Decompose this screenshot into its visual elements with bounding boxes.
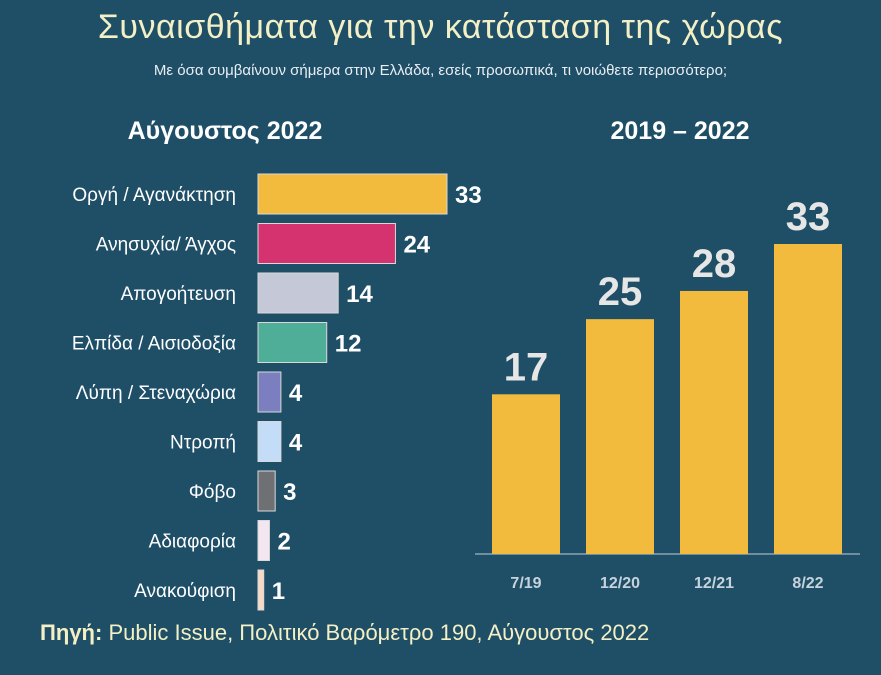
category-label: Οργή / Αγανάκτηση	[72, 185, 236, 206]
x-tick-label: 8/22	[792, 575, 823, 592]
bar	[257, 520, 270, 561]
chart-title: Συναισθήματα για την κατάσταση της χώρας	[97, 8, 784, 46]
bar	[257, 322, 328, 363]
data-label: 33	[786, 195, 831, 239]
right-chart-title: 2019 – 2022	[610, 117, 750, 145]
data-label: 12	[335, 331, 362, 358]
bar	[257, 371, 282, 413]
data-label: 2	[277, 529, 290, 556]
bar	[257, 173, 448, 215]
x-tick-label: 12/20	[600, 575, 640, 592]
bar	[257, 421, 282, 462]
data-label: 14	[346, 281, 373, 308]
data-label: 25	[598, 270, 643, 314]
category-label: Φόβο	[189, 482, 236, 503]
category-label: Απογοήτευση	[121, 284, 236, 305]
left-chart-title: Αύγουστος 2022	[127, 117, 323, 145]
x-tick-label: 7/19	[510, 575, 541, 592]
category-label: Αδιαφορία	[149, 532, 236, 553]
data-label: 4	[289, 380, 303, 407]
chart-subtitle: Με όσα συμβαίνουν σήμερα στην Ελλάδα, εσ…	[153, 62, 728, 79]
bar	[257, 470, 276, 512]
data-label: 1	[272, 578, 285, 605]
bar	[586, 319, 654, 554]
bar	[492, 394, 560, 554]
x-tick-label: 12/21	[694, 575, 734, 592]
category-label: Ντροπή	[170, 433, 236, 454]
data-label: 24	[403, 232, 430, 259]
data-label: 3	[283, 479, 296, 506]
source-label: Πηγή:	[40, 620, 103, 645]
bar	[680, 290, 748, 554]
bar	[774, 244, 842, 554]
bar	[257, 223, 396, 264]
data-label: 4	[289, 430, 303, 457]
data-label: 28	[692, 242, 737, 286]
bar	[257, 569, 265, 611]
data-label: 33	[455, 182, 482, 209]
bar	[257, 272, 339, 314]
category-label: Ανακούφιση	[134, 581, 236, 602]
category-label: Ελπίδα / Αισιοδοξία	[72, 334, 236, 355]
source-text: Public Issue, Πολιτικό Βαρόμετρο 190, Αύ…	[108, 620, 650, 645]
category-label: Ανησυχία/ Άγχος	[96, 235, 236, 256]
category-label: Λύπη / Στεναχώρια	[76, 383, 236, 404]
source-note: Πηγή: Public Issue, Πολιτικό Βαρόμετρο 1…	[40, 620, 649, 646]
data-label: 17	[504, 345, 549, 389]
